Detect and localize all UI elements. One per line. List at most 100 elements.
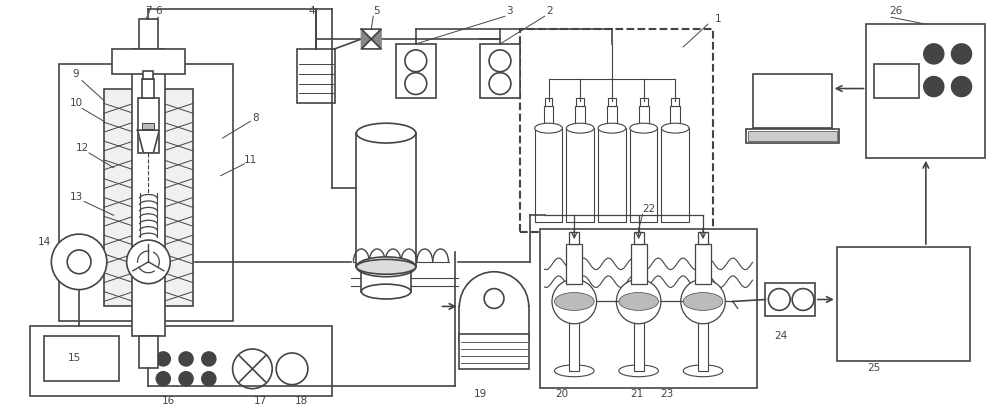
Ellipse shape: [361, 284, 411, 299]
Text: 26: 26: [890, 6, 903, 16]
Circle shape: [405, 50, 427, 72]
Text: 5: 5: [373, 6, 380, 16]
Ellipse shape: [554, 365, 594, 377]
Bar: [297, 49, 335, 103]
Bar: [598, 128, 626, 222]
Ellipse shape: [356, 257, 416, 277]
Bar: [575, 106, 585, 128]
Bar: [698, 316, 708, 371]
Text: 16: 16: [162, 395, 175, 406]
Bar: [631, 244, 647, 284]
Bar: [138, 98, 159, 153]
Polygon shape: [361, 29, 371, 49]
Bar: [634, 232, 644, 244]
Text: 14: 14: [38, 237, 51, 247]
Text: 3: 3: [507, 6, 513, 16]
Circle shape: [489, 73, 511, 95]
Ellipse shape: [356, 259, 416, 274]
Text: 6: 6: [155, 6, 162, 16]
Bar: [480, 44, 520, 98]
Bar: [698, 232, 708, 244]
Bar: [608, 98, 616, 106]
Circle shape: [405, 73, 427, 95]
Bar: [540, 229, 757, 388]
Text: 1: 1: [715, 14, 721, 24]
Circle shape: [768, 288, 790, 310]
Bar: [866, 24, 985, 158]
Bar: [163, 89, 193, 306]
Bar: [746, 129, 839, 143]
Bar: [142, 123, 154, 129]
Bar: [661, 128, 689, 222]
Bar: [634, 316, 644, 371]
Text: 4: 4: [309, 6, 315, 16]
Bar: [59, 64, 233, 321]
Bar: [837, 247, 970, 361]
Ellipse shape: [683, 293, 723, 310]
Bar: [104, 89, 134, 306]
Text: 23: 23: [660, 388, 673, 399]
Ellipse shape: [630, 123, 657, 133]
Circle shape: [792, 288, 814, 310]
Text: 15: 15: [68, 353, 81, 363]
Text: 24: 24: [775, 331, 788, 341]
Ellipse shape: [554, 293, 594, 310]
Circle shape: [276, 353, 308, 385]
Bar: [576, 98, 584, 106]
Bar: [544, 106, 553, 128]
Bar: [639, 106, 649, 128]
Ellipse shape: [535, 123, 562, 133]
Circle shape: [179, 372, 193, 386]
Circle shape: [51, 234, 107, 290]
Circle shape: [179, 352, 193, 366]
Bar: [143, 71, 153, 79]
Bar: [695, 244, 711, 284]
Bar: [535, 128, 562, 222]
Circle shape: [489, 50, 511, 72]
Bar: [132, 49, 165, 336]
Circle shape: [952, 77, 971, 96]
Ellipse shape: [616, 279, 661, 324]
Ellipse shape: [598, 123, 626, 133]
Text: 2: 2: [546, 6, 553, 16]
Text: 13: 13: [69, 193, 83, 202]
Bar: [545, 98, 552, 106]
Text: 9: 9: [73, 69, 79, 79]
Ellipse shape: [566, 123, 594, 133]
Ellipse shape: [681, 279, 725, 324]
Circle shape: [924, 77, 944, 96]
Polygon shape: [371, 29, 381, 49]
Text: 22: 22: [642, 204, 655, 214]
Bar: [30, 326, 332, 396]
Text: 20: 20: [555, 388, 568, 399]
Circle shape: [156, 352, 170, 366]
Bar: [356, 133, 416, 267]
Bar: [361, 267, 411, 292]
Text: 12: 12: [75, 143, 89, 153]
Text: 25: 25: [868, 363, 881, 373]
Circle shape: [202, 352, 216, 366]
Bar: [630, 128, 657, 222]
Bar: [607, 106, 617, 128]
Bar: [112, 49, 185, 74]
Text: 17: 17: [254, 395, 267, 406]
Ellipse shape: [661, 123, 689, 133]
Circle shape: [127, 240, 170, 284]
Bar: [670, 106, 680, 128]
Polygon shape: [138, 130, 159, 153]
Bar: [569, 316, 579, 371]
Circle shape: [67, 250, 91, 274]
Bar: [748, 131, 837, 141]
Circle shape: [156, 372, 170, 386]
Text: 18: 18: [295, 395, 309, 406]
Bar: [566, 128, 594, 222]
Bar: [44, 336, 119, 381]
Bar: [569, 232, 579, 244]
Bar: [874, 64, 919, 98]
Bar: [396, 44, 436, 98]
Text: 21: 21: [630, 388, 643, 399]
Ellipse shape: [552, 279, 597, 324]
Ellipse shape: [619, 293, 658, 310]
Circle shape: [952, 44, 971, 64]
Bar: [520, 29, 713, 232]
